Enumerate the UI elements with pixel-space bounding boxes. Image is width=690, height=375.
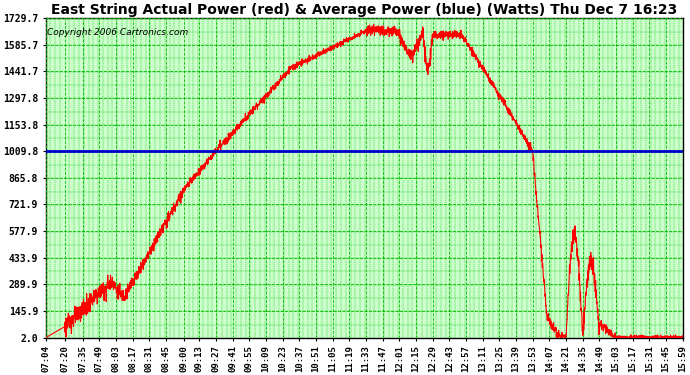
Title: East String Actual Power (red) & Average Power (blue) (Watts) Thu Dec 7 16:23: East String Actual Power (red) & Average… [51,3,678,17]
Text: Copyright 2006 Cartronics.com: Copyright 2006 Cartronics.com [47,27,188,36]
